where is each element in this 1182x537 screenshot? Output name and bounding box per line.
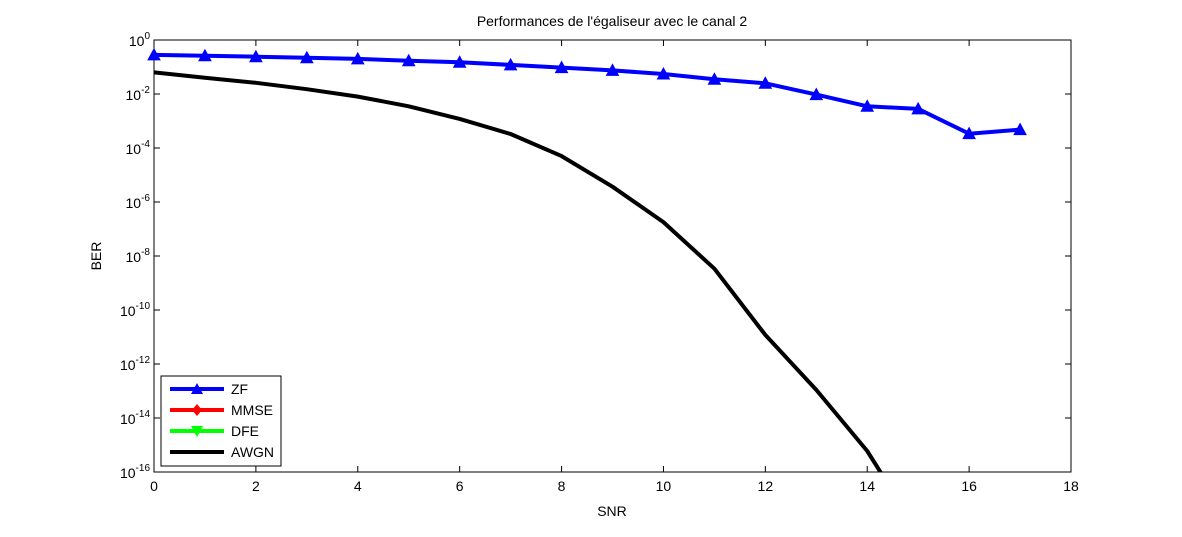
x-tick-label: 4: [354, 478, 362, 494]
y-axis-label: BER: [88, 242, 104, 271]
x-tick-label: 18: [1063, 478, 1079, 494]
series-line-awgn: [154, 70, 883, 472]
data-point-zf: [147, 47, 161, 61]
data-point-zf: [605, 63, 620, 76]
x-axis-label: SNR: [597, 503, 627, 519]
data-point-zf: [350, 51, 365, 65]
legend-label-zf: ZF: [231, 381, 248, 397]
x-tick-label: 14: [859, 478, 875, 494]
x-tick-label: 12: [758, 478, 774, 494]
y-tick-label: 10-14: [120, 409, 150, 427]
x-tick-label: 6: [456, 478, 464, 494]
legend-label-mmse: MMSE: [231, 402, 273, 418]
data-point-zf: [758, 76, 773, 89]
legend-label-awgn: AWGN: [231, 444, 274, 460]
data-point-zf: [249, 49, 263, 63]
data-point-zf: [503, 57, 518, 71]
legend-marker-mmse: [192, 404, 202, 416]
x-tick-label: 2: [252, 478, 260, 494]
data-point-zf: [452, 55, 467, 68]
data-point-zf: [401, 53, 416, 67]
x-tick-label: 10: [656, 478, 672, 494]
legend-label-dfe: DFE: [231, 423, 259, 439]
chart-title: Performances de l'égaliseur avec le cana…: [477, 13, 748, 29]
data-point-zf: [198, 48, 212, 62]
series-line-zf: [154, 52, 1021, 136]
data-point-zf: [707, 72, 722, 85]
legend-marker-dfe: [191, 426, 203, 437]
y-tick-label: 100: [129, 31, 151, 49]
data-point-zf: [1013, 122, 1027, 136]
data-point-zf: [962, 126, 976, 140]
y-tick-label: 10-12: [120, 355, 150, 373]
data-point-zf: [656, 66, 671, 80]
data-point-zf: [911, 101, 926, 115]
x-tick-label: 0: [150, 478, 158, 494]
x-tick-label: 16: [961, 478, 977, 494]
y-tick-label: 10-10: [120, 301, 150, 319]
y-tick-label: 10-2: [126, 85, 151, 103]
legend-marker-zf: [191, 383, 203, 394]
y-tick-label: 10-6: [126, 193, 151, 211]
data-point-zf: [860, 99, 875, 112]
y-tick-label: 10-16: [120, 463, 150, 481]
y-tick-label: 10-8: [126, 247, 151, 265]
y-tick-label: 10-4: [126, 139, 151, 157]
data-point-zf: [299, 50, 314, 64]
x-tick-label: 8: [558, 478, 566, 494]
data-point-zf: [554, 60, 569, 74]
data-point-zf: [809, 87, 824, 101]
